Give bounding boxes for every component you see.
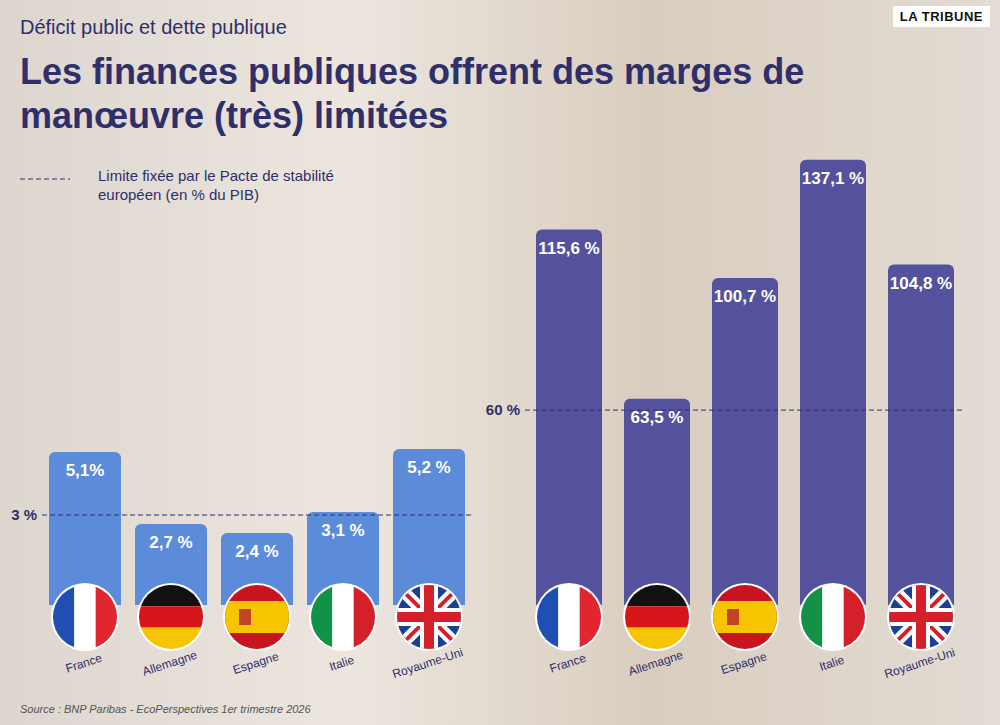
html-text:Déficit public et dette publiq: Déficit public et dette publique — [20, 16, 287, 38]
html-text:LA TRIBUNE: LA TRIBUNE — [899, 9, 983, 24]
svg-text:5,1%: 5,1% — [66, 461, 105, 480]
svg-text:60 %: 60 % — [486, 401, 520, 418]
svg-text:2,7 %: 2,7 % — [149, 533, 192, 552]
svg-text:Espagne: Espagne — [231, 649, 281, 677]
svg-text:3,1 %: 3,1 % — [321, 521, 364, 540]
svg-text:Italie: Italie — [328, 653, 357, 674]
svg-text:3 %: 3 % — [11, 506, 37, 523]
svg-text:100,7 %: 100,7 % — [714, 287, 776, 306]
svg-text:Allemagne: Allemagne — [627, 648, 686, 679]
svg-text:Royaume-Uni: Royaume-Uni — [883, 645, 957, 681]
html-text:Limite fixée par le Pacte de s: Limite fixée par le Pacte de stabilité e… — [98, 167, 334, 203]
svg-text:5,2 %: 5,2 % — [407, 458, 450, 477]
svg-text:Espagne: Espagne — [719, 649, 769, 677]
svg-text:Italie: Italie — [818, 653, 847, 674]
svg-text:2,4 %: 2,4 % — [235, 542, 278, 561]
svg-text:115,6 %: 115,6 % — [538, 239, 599, 258]
svg-text:104,8 %: 104,8 % — [890, 274, 952, 293]
svg-text:France: France — [64, 651, 104, 676]
svg-text:Royaume-Uni: Royaume-Uni — [391, 645, 465, 681]
html-text:Les finances publiques offrent: Les finances publiques offrent des marge… — [20, 51, 805, 136]
svg-text:137,1 %: 137,1 % — [802, 169, 864, 188]
html-text:Source : BNP Paribas - EcoPers: Source : BNP Paribas - EcoPerspectives 1… — [20, 703, 311, 715]
svg-text:France: France — [548, 651, 588, 676]
svg-text:Allemagne: Allemagne — [141, 648, 200, 679]
svg-text:63,5 %: 63,5 % — [631, 408, 684, 427]
